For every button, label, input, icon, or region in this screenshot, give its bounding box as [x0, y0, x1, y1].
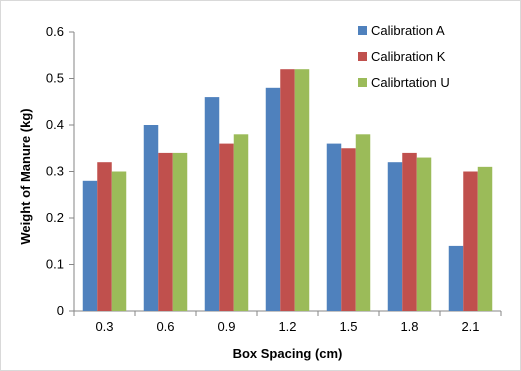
bar-1.2-series-2	[294, 69, 310, 311]
bar-0.3-series-2	[111, 171, 127, 311]
bar-1.2-series-1	[280, 69, 295, 311]
y-tick-label: 0.5	[46, 71, 64, 86]
x-tick-label: 1.8	[400, 319, 418, 334]
bar-1.8-series-0	[387, 162, 403, 311]
bar-1.8-series-2	[416, 157, 432, 311]
legend-label-2: Calibrtation U	[371, 75, 450, 90]
bar-0.9-series-1	[219, 143, 234, 311]
bar-1.8-series-1	[402, 152, 417, 311]
legend-swatch-0	[358, 26, 367, 35]
y-axis-title: Weight of Manure (kg)	[18, 108, 33, 244]
x-tick-label: 1.2	[278, 319, 296, 334]
bar-0.6-series-1	[158, 152, 173, 311]
y-tick-label: 0.3	[46, 164, 64, 179]
bar-0.3-series-0	[82, 180, 98, 311]
legend: Calibration A Calibration K Calibrtation U	[358, 23, 450, 90]
bars	[82, 69, 493, 311]
bar-2.1-series-2	[477, 166, 493, 311]
y-tick-label: 0	[57, 303, 64, 318]
bar-0.6-series-0	[143, 125, 159, 311]
x-tick-label: 0.9	[217, 319, 235, 334]
x-tick-label: 0.6	[156, 319, 174, 334]
bar-2.1-series-1	[463, 171, 478, 311]
bar-2.1-series-0	[448, 245, 464, 311]
y-tick-label: 0.1	[46, 257, 64, 272]
legend-label-1: Calibration K	[371, 49, 446, 64]
y-tick-label: 0.2	[46, 210, 64, 225]
tick-labels: 0 0.1 0.2 0.3 0.4 0.5 0.6 0.3 0.6 0.9 1.2 1.5 1.8 2.1	[46, 24, 480, 334]
bar-0.9-series-2	[233, 134, 249, 311]
bar-1.2-series-0	[265, 87, 281, 311]
bar-0.6-series-2	[172, 152, 188, 311]
legend-swatch-2	[358, 78, 367, 87]
x-tick-label: 1.5	[339, 319, 357, 334]
x-tick-label: 0.3	[95, 319, 113, 334]
bar-1.5-series-1	[341, 148, 356, 311]
y-tick-label: 0.4	[46, 117, 64, 132]
x-tick-label: 2.1	[461, 319, 479, 334]
x-axis-title: Box Spacing (cm)	[233, 346, 343, 361]
legend-label-0: Calibration A	[371, 23, 445, 38]
bar-0.9-series-0	[204, 97, 220, 311]
bar-1.5-series-0	[326, 143, 342, 311]
bar-1.5-series-2	[355, 134, 371, 311]
legend-swatch-1	[358, 52, 367, 61]
bar-0.3-series-1	[97, 162, 112, 311]
y-tick-label: 0.6	[46, 24, 64, 39]
